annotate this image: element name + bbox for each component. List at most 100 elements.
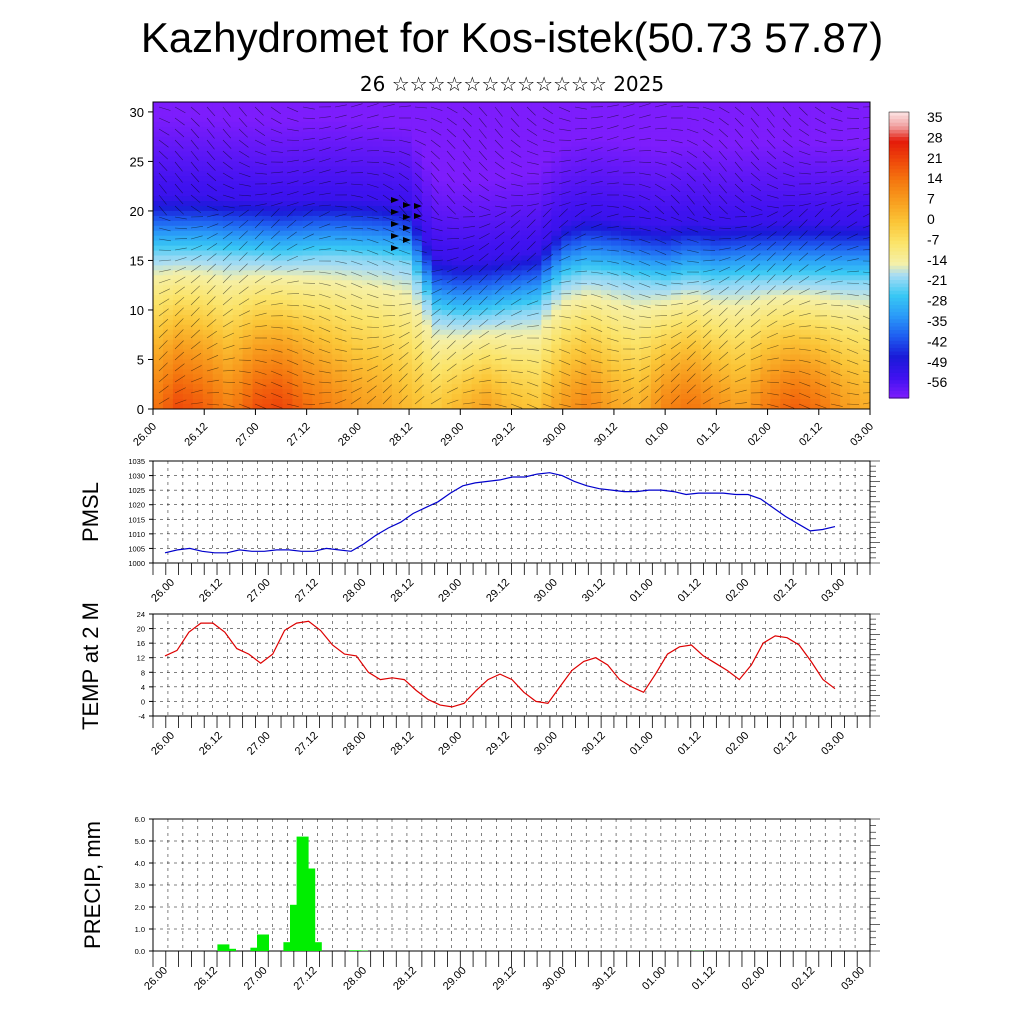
- x-tick-label: 26.00: [142, 965, 170, 993]
- y-tick-label: 4: [141, 683, 145, 692]
- x-tick-label: 01.12: [676, 577, 704, 605]
- y-tick-label: 1030: [128, 472, 145, 481]
- y-tick-label: 1025: [128, 486, 145, 495]
- y-tick-label: 15: [130, 253, 144, 268]
- y-tick-label: 1005: [128, 544, 145, 553]
- precip-bar: [349, 950, 362, 951]
- precip-markers: [391, 197, 422, 251]
- precipitation-panel: 0.0 1.0 2.0 3.0 4.0 5.0 6.0 26.00 26.12 27.00 27.1…: [80, 815, 880, 993]
- precip-bar: [303, 868, 316, 951]
- x-tick-label: 26.00: [149, 730, 177, 758]
- colorbar-label: -49: [927, 354, 947, 370]
- y-tick-label: 30: [130, 105, 144, 120]
- pmsl-panel: 1000 1005 1010 1015 1020 1025 1030 1035 26.00 26.…: [78, 457, 880, 605]
- colorbar-label: 28: [927, 129, 943, 145]
- precip-bar: [217, 944, 230, 951]
- x-tick-label: 02.12: [771, 730, 799, 758]
- precip-bar: [283, 942, 296, 951]
- x-tick-label: 26.12: [197, 730, 225, 758]
- colorbar-label: 21: [927, 150, 943, 166]
- temperature-panel: -4 0 4 8 12 16 20 24 26.00 26.12 27.00 27.12 28.00 28…: [78, 602, 880, 758]
- x-tick-label: 27.12: [293, 730, 321, 758]
- precip-bar: [309, 942, 322, 951]
- y-tick-label: 6.0: [135, 815, 145, 824]
- colorbar-label: -28: [927, 293, 947, 309]
- colorbar: 35 28 21 14 7 0 -7 -14 -21 -28 -35 -42 -49 -56: [888, 109, 947, 399]
- x-tick-label: 30.00: [532, 730, 560, 758]
- y-axis-label: PRECIP, mm: [80, 821, 105, 949]
- x-tick-label: 02.00: [740, 965, 768, 993]
- x-tick-label: 01.12: [676, 730, 704, 758]
- grid: [152, 614, 871, 716]
- colorbar-label: 7: [927, 191, 935, 207]
- grid: [152, 461, 871, 563]
- x-tick-label: 29.12: [484, 730, 512, 758]
- colorbar-label: 14: [927, 170, 943, 186]
- y-tick-label: -4: [138, 712, 145, 721]
- colorbar-label: 0: [927, 211, 935, 227]
- colorbar-label: -35: [927, 313, 947, 329]
- x-tick-label: 03.00: [819, 730, 847, 758]
- y-tick-label: 1035: [128, 457, 145, 466]
- y-tick-label: 1015: [128, 515, 145, 524]
- y-axis-label: PMSL: [78, 482, 103, 542]
- x-tick-label: 03.00: [819, 577, 847, 605]
- x-tick-label: 01.12: [690, 965, 718, 993]
- precip-bar: [257, 934, 269, 951]
- x-tick-label: 01.00: [628, 730, 656, 758]
- colorbar-label: -7: [927, 231, 940, 247]
- x-tick-label: 26.12: [192, 965, 220, 993]
- x-tick-label: 01.00: [628, 577, 656, 605]
- y-tick-label: 1.0: [135, 925, 145, 934]
- precip-bar: [250, 947, 263, 951]
- colorbar-frame: [888, 111, 910, 399]
- x-tick-label: 28.00: [341, 577, 369, 605]
- y-tick-label: 0: [141, 697, 145, 706]
- colorbar-label: 35: [927, 109, 943, 125]
- precip-bar: [224, 948, 236, 951]
- temperature-line: [164, 620, 836, 708]
- x-tick-label: 28.12: [391, 965, 419, 993]
- x-tick-label: 29.00: [436, 577, 464, 605]
- y-tick-label: 5: [137, 352, 144, 367]
- x-tick-label: 01.00: [640, 965, 668, 993]
- y-tick-label: 10: [130, 303, 144, 318]
- y-tick-label: 0.0: [135, 947, 145, 956]
- x-tick-label: 27.00: [242, 965, 270, 993]
- x-tick-label: 02.12: [771, 577, 799, 605]
- x-tick-label: 27.00: [245, 730, 273, 758]
- colorbar-label: -21: [927, 272, 947, 288]
- y-tick-label: 24: [137, 610, 145, 619]
- x-tick-label: 02.00: [723, 730, 751, 758]
- y-tick-label: 12: [137, 654, 145, 663]
- x-tick-label: 30.00: [532, 577, 560, 605]
- x-tick-label: 27.12: [293, 577, 321, 605]
- y-tick-label: 20: [137, 625, 145, 634]
- chart-title: Kazhydromet for Kos-istek(50.73 57.87): [140, 14, 884, 61]
- x-tick-label: 29.00: [436, 730, 464, 758]
- colorbar-label: -56: [927, 374, 947, 390]
- x-tick-label: 28.12: [388, 730, 416, 758]
- chart-subtitle: 26 ☆☆☆☆☆☆☆☆☆☆☆☆ 2025: [359, 72, 665, 96]
- x-tick-label: 28.00: [341, 965, 369, 993]
- y-tick-label: 16: [137, 639, 145, 648]
- pmsl-line: [164, 472, 836, 554]
- y-tick-label: 5.0: [135, 837, 145, 846]
- x-tick-label: 27.00: [245, 577, 273, 605]
- x-tick-label: 26.00: [149, 577, 177, 605]
- x-tick-label: 28.00: [341, 730, 369, 758]
- x-tick-label: 30.12: [580, 577, 608, 605]
- x-tick-label: 29.00: [441, 965, 469, 993]
- grid: [152, 819, 871, 951]
- x-tick-label: 02.12: [789, 965, 817, 993]
- x-tick-label: 30.12: [580, 730, 608, 758]
- y-tick-label: 1000: [128, 559, 145, 568]
- x-tick-label: 29.12: [491, 965, 519, 993]
- y-tick-label: 2.0: [135, 903, 145, 912]
- y-tick-label: 0: [137, 402, 144, 417]
- colorbar-label: -14: [927, 252, 947, 268]
- x-tick-label: 26.12: [197, 577, 225, 605]
- y-tick-label: 8: [141, 668, 145, 677]
- cross-section-field: [153, 102, 870, 409]
